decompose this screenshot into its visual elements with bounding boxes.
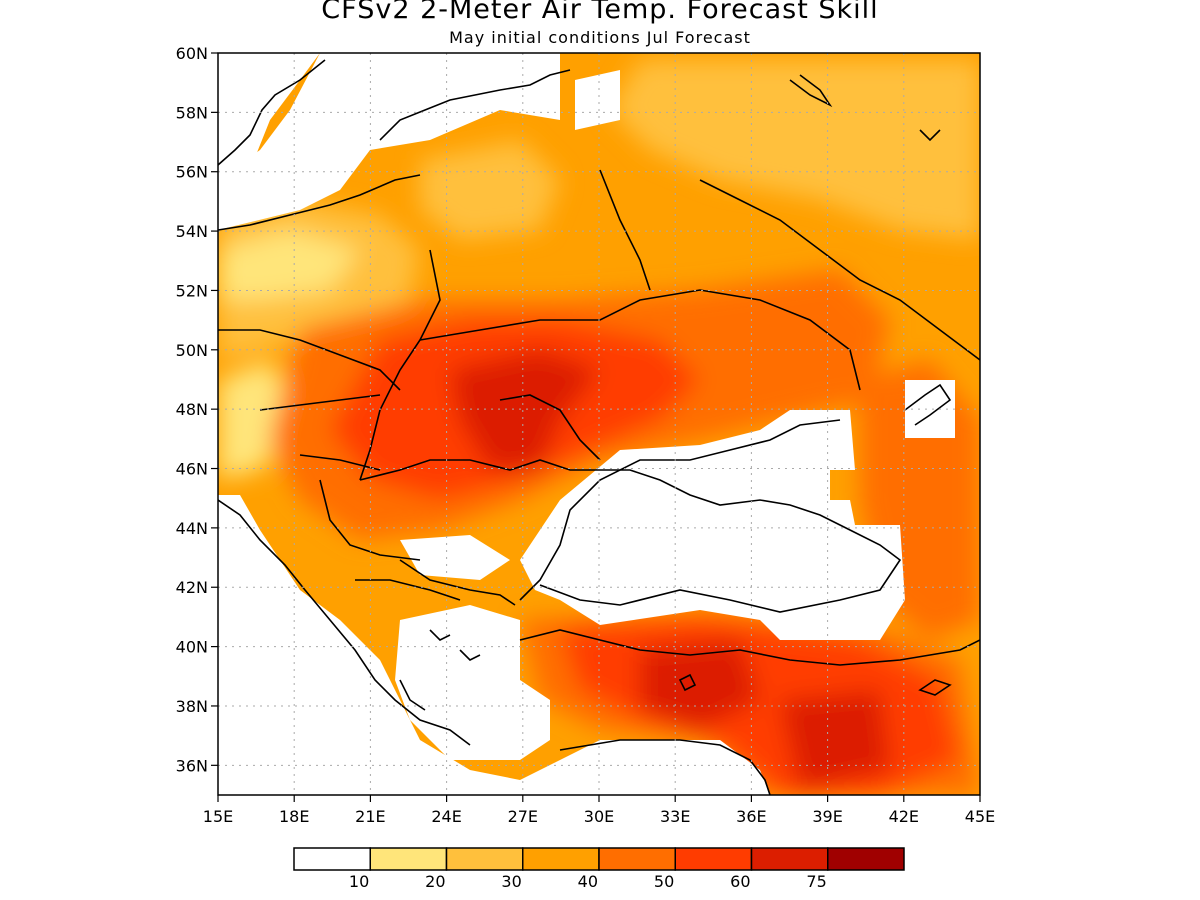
colorbar-swatch [674, 847, 753, 871]
aegean-mask [395, 605, 550, 760]
lon-tick-label: 39E [812, 807, 842, 826]
skill-region-60-75-anatolia-west [640, 640, 760, 730]
lon-tick-label: 24E [431, 807, 461, 826]
black-sea-mask [520, 410, 905, 640]
skill-region-60-75-central [450, 350, 600, 470]
skill-region-20-30-north [420, 140, 560, 240]
lon-tick-label: 30E [584, 807, 614, 826]
colorbar-label: 40 [578, 872, 598, 891]
lat-tick-label: 48N [176, 400, 208, 419]
colorbar-label: 30 [501, 872, 521, 891]
lon-tick-label: 42E [889, 807, 919, 826]
colorbar-swatch [522, 847, 600, 871]
lat-tick-label: 54N [176, 222, 208, 241]
colorbar-label: 50 [654, 872, 674, 891]
lat-tick-label: 40N [176, 638, 208, 657]
colorbar-swatch [598, 847, 676, 871]
colorbar: 10 20 30 40 50 60 75 [293, 847, 905, 891]
map-title: CFSv2 2-Meter Air Temp. Forecast Skill [321, 0, 879, 25]
colorbar-label: 75 [806, 872, 826, 891]
lon-tick-label: 33E [660, 807, 690, 826]
lon-tick-label: 36E [736, 807, 766, 826]
north-mask [218, 53, 560, 230]
baltic-mask [218, 53, 320, 180]
lat-tick-label: 60N [176, 44, 208, 63]
lat-tick-label: 38N [176, 697, 208, 716]
lon-tick-label: 27E [508, 807, 538, 826]
balkan-gap-mask [400, 535, 510, 580]
colorbar-label: 10 [349, 872, 369, 891]
mediterranean-mask [218, 495, 770, 795]
lat-tick-label: 46N [176, 460, 208, 479]
lat-tick-label: 44N [176, 519, 208, 538]
lat-tick-label: 56N [176, 163, 208, 182]
colorbar-swatch [293, 847, 371, 871]
skill-region-10-20-northwest [218, 230, 360, 300]
colorbar-label: 20 [425, 872, 445, 891]
skill-region-20-30-northeast [610, 60, 980, 240]
axis-ticks: 15E 18E 21E 24E 27E 30E 33E 36E 39E 42E 45E 60N 58N 5… [176, 44, 996, 826]
lon-tick-label: 45E [965, 807, 995, 826]
colorbar-swatch [827, 847, 905, 871]
lat-tick-label: 58N [176, 103, 208, 122]
lon-tick-label: 18E [279, 807, 309, 826]
colorbar-label: 60 [730, 872, 750, 891]
lake-mask [575, 70, 620, 130]
map-subtitle: May initial conditions Jul Forecast [449, 28, 751, 47]
lat-tick-label: 52N [176, 281, 208, 300]
colorbar-swatch [369, 847, 448, 871]
skill-region-10-20-west [218, 360, 300, 480]
lon-tick-label: 21E [355, 807, 385, 826]
coastlines [218, 59, 980, 795]
lat-tick-label: 36N [176, 756, 208, 775]
colorbar-swatch [445, 847, 524, 871]
lon-tick-label: 15E [203, 807, 233, 826]
colorbar-swatch [750, 847, 829, 871]
lat-tick-label: 50N [176, 341, 208, 360]
graticule [218, 53, 980, 795]
lat-tick-label: 42N [176, 578, 208, 597]
